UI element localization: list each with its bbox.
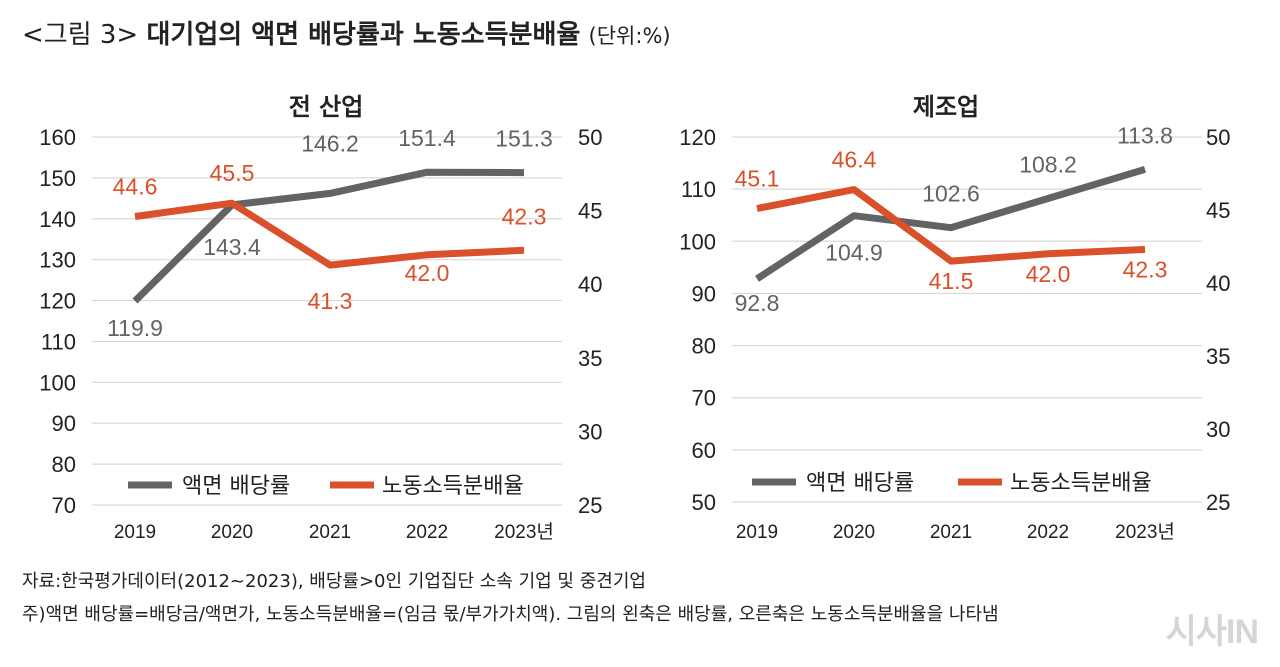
data-label: 108.2 [1019,152,1077,178]
data-label: 102.6 [922,181,980,207]
x-axis-tick: 2023년 [1115,521,1175,543]
x-axis-tick: 2019 [736,522,778,543]
data-label: 151.4 [398,125,456,151]
right-axis-tick: 25 [1206,490,1230,515]
right-axis-tick: 35 [1206,344,1230,369]
x-axis-tick: 2022 [406,522,448,543]
data-label: 92.8 [735,290,780,316]
left-axis-tick: 70 [692,386,716,411]
chart-title: 제조업 [913,93,979,121]
left-axis-tick: 110 [681,177,716,202]
legend-label-labor-share: 노동소득분배율 [1010,471,1152,496]
data-label: 46.4 [832,147,877,173]
data-label: 42.0 [1026,261,1071,287]
series-line-labor-share [756,186,1146,265]
right-axis-tick: 25 [578,493,602,518]
x-axis-tick: 2019 [114,522,156,543]
right-axis-tick: 40 [1206,271,1230,296]
left-axis-tick: 50 [692,490,716,515]
data-label: 41.5 [929,268,974,294]
left-axis-tick: 60 [692,438,716,463]
figure-main-title: 대기업의 액면 배당률과 노동소득분배율 [146,20,581,50]
legend-label-dividend: 액면 배당률 [806,471,914,496]
left-axis-tick: 90 [692,281,716,306]
left-axis-tick: 110 [41,329,76,354]
x-axis-tick: 2021 [309,522,351,543]
left-axis-tick: 150 [39,166,76,191]
series-line-dividend [755,165,1147,282]
series-line-dividend [132,168,525,304]
right-axis-tick: 45 [1206,198,1230,223]
left-axis-tick: 80 [52,452,76,477]
right-axis-tick: 45 [578,199,602,224]
data-label: 44.6 [113,173,158,199]
right-axis-tick: 50 [1206,125,1230,150]
data-label: 143.4 [203,234,261,260]
left-axis-tick: 140 [39,207,76,232]
left-axis-tick: 160 [39,125,76,150]
legend-label-dividend: 액면 배당률 [182,474,290,499]
left-axis-tick: 100 [39,370,76,395]
figure-unit: (단위:%) [588,24,671,48]
figure-number: <그림 3> [22,20,139,50]
legend-label-labor-share: 노동소득분배율 [382,474,524,499]
x-axis-tick: 2021 [930,522,972,543]
right-axis-tick: 35 [578,346,602,371]
left-axis-tick: 130 [39,248,76,273]
x-axis-tick: 2020 [211,522,253,543]
data-label: 104.9 [825,240,883,266]
x-axis-tick: 2023년 [494,521,554,543]
right-axis-tick: 30 [1206,417,1230,442]
left-axis-tick: 100 [679,229,716,254]
data-label: 113.8 [1117,122,1173,148]
data-label: 146.2 [301,130,359,156]
figure-title: <그림 3> 대기업의 액면 배당률과 노동소득분배율 (단위:%) [22,14,671,51]
x-axis-tick: 2022 [1027,522,1069,543]
source-note: 자료:한국평가데이터(2012~2023), 배당률>0인 기업집단 소속 기업… [22,571,646,592]
data-label: 42.0 [405,260,450,286]
data-label: 45.1 [735,166,780,192]
left-axis-tick: 90 [52,411,76,436]
x-axis-tick: 2020 [833,522,875,543]
left-axis-tick: 120 [39,289,76,314]
right-axis-tick: 50 [578,125,602,150]
left-axis-tick: 80 [692,334,716,359]
data-label: 42.3 [502,203,547,229]
data-label: 119.9 [107,315,163,341]
chart-all-industries: 전 산업 160 150 140 130 120 110 100 90 80 70 50 45 40 35 3… [39,93,602,543]
data-label: 151.3 [495,126,553,152]
data-label: 45.5 [210,160,255,186]
chart-manufacturing: 제조업 120 110 100 90 80 70 60 50 50 45 40 35 30 25 2019 20… [679,93,1230,543]
watermark-logo: 시사IN [1165,613,1259,651]
left-axis-tick: 70 [52,493,76,518]
chart-title: 전 산업 [289,93,364,121]
right-axis-tick: 30 [578,419,602,444]
left-axis-tick: 120 [679,125,716,150]
data-label: 41.3 [308,288,353,314]
definition-note: 주)액면 배당률=배당금/액면가, 노동소득분배율=(임금 몫/부가가치액). … [22,604,999,625]
right-axis-tick: 40 [578,272,602,297]
series-line-labor-share [134,199,525,269]
data-label: 42.3 [1123,256,1168,282]
